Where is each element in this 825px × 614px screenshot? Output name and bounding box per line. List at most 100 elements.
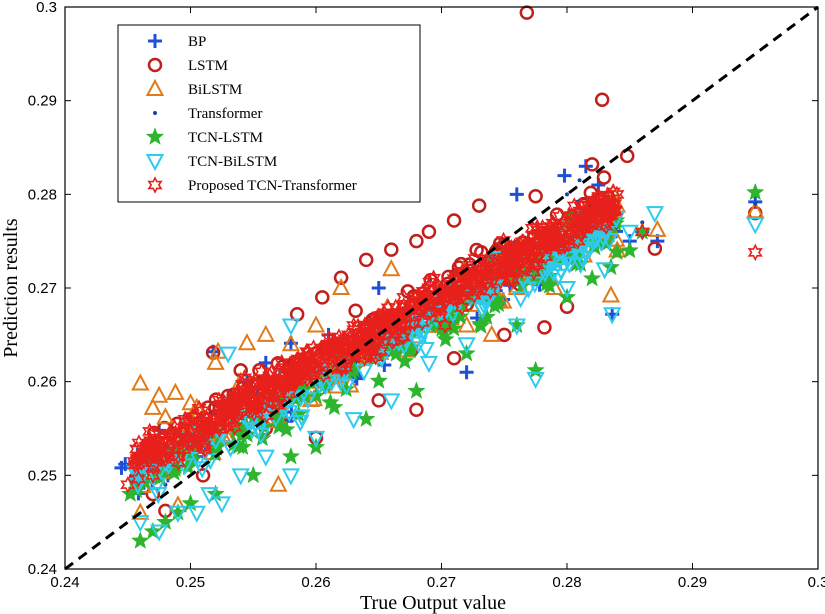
data-point — [584, 157, 600, 172]
data-point — [382, 320, 398, 338]
data-point — [645, 206, 665, 224]
data-point — [278, 373, 294, 391]
data-point — [526, 360, 545, 379]
data-point — [530, 249, 546, 268]
data-point — [382, 259, 401, 277]
data-point — [546, 223, 562, 241]
y-tick-label: 0.26 — [28, 374, 57, 391]
data-point — [444, 318, 463, 337]
data-point — [511, 291, 530, 309]
x-tick-label: 0.3 — [808, 574, 825, 591]
data-point — [648, 219, 667, 237]
data-point — [201, 452, 220, 471]
data-point — [580, 241, 599, 259]
data-point — [181, 393, 200, 411]
x-axis-label: True Output value — [360, 592, 506, 614]
data-point — [191, 399, 207, 418]
data-point — [571, 204, 588, 222]
legend-item: BiLSTM — [145, 78, 242, 98]
data-point — [471, 260, 487, 279]
y-tick-label: 0.3 — [36, 0, 57, 16]
data-point — [366, 332, 382, 351]
data-point — [409, 402, 424, 418]
legend-marker — [145, 154, 165, 172]
data-point — [321, 329, 337, 348]
data-point — [120, 475, 136, 494]
data-point — [131, 531, 150, 549]
data-point — [746, 201, 765, 219]
data-point — [458, 281, 474, 299]
data-point — [257, 394, 273, 413]
data-point — [634, 223, 650, 241]
y-axis-label: Prediction results — [0, 218, 22, 358]
data-point — [620, 240, 639, 259]
data-point — [449, 291, 465, 309]
data-point — [573, 197, 589, 215]
data-point — [557, 168, 572, 183]
data-point — [415, 298, 432, 317]
data-point — [269, 474, 288, 492]
data-point — [371, 393, 386, 408]
data-point — [446, 213, 462, 228]
data-point — [398, 308, 414, 326]
data-point — [369, 371, 388, 389]
data-point — [466, 286, 482, 304]
data-point — [507, 318, 526, 336]
data-point — [480, 249, 496, 268]
data-point — [322, 374, 341, 392]
data-point — [156, 407, 175, 425]
data-point — [747, 243, 763, 262]
identity-line — [64, 5, 819, 571]
data-point — [551, 262, 571, 281]
data-point — [396, 288, 412, 307]
data-point — [601, 285, 621, 303]
legend-label: TCN-BiLSTM — [188, 154, 277, 170]
legend-marker — [153, 111, 157, 115]
legend-label: Proposed TCN-Transformer — [188, 178, 357, 194]
data-point — [419, 355, 439, 374]
data-point — [245, 391, 261, 410]
data-point — [528, 241, 544, 259]
data-point — [526, 371, 545, 389]
data-point — [537, 320, 552, 335]
data-point — [260, 371, 276, 389]
legend-label: BP — [188, 34, 206, 50]
data-point — [131, 373, 150, 391]
data-point — [489, 294, 508, 313]
data-point — [146, 425, 163, 443]
data-point — [170, 447, 186, 466]
data-point — [143, 397, 163, 415]
data-point — [746, 182, 765, 201]
data-point — [432, 308, 448, 327]
data-point — [292, 409, 311, 427]
data-point — [582, 268, 602, 287]
data-point — [274, 353, 290, 372]
data-point — [333, 358, 349, 376]
data-point — [459, 365, 474, 380]
data-point — [382, 393, 401, 411]
data-point — [337, 378, 356, 396]
data-point — [306, 315, 326, 333]
data-point — [237, 333, 257, 351]
data-point — [496, 251, 512, 269]
data-point — [281, 391, 301, 409]
data-point — [195, 468, 211, 483]
data-point — [482, 282, 499, 300]
data-point — [526, 254, 542, 272]
legend-label: BiLSTM — [188, 82, 242, 98]
data-point — [331, 277, 351, 295]
data-point — [228, 386, 244, 405]
data-point — [176, 436, 192, 454]
data-point — [149, 524, 169, 542]
data-point — [143, 433, 159, 452]
data-point — [200, 487, 219, 505]
data-point — [577, 178, 582, 183]
data-point — [386, 331, 402, 350]
data-point — [239, 413, 259, 431]
legend-item: TCN-LSTM — [145, 127, 263, 146]
data-point — [281, 334, 301, 352]
data-point — [325, 348, 342, 366]
data-point — [246, 375, 262, 393]
data-point — [306, 430, 326, 448]
legend-item: Transformer — [153, 106, 262, 122]
